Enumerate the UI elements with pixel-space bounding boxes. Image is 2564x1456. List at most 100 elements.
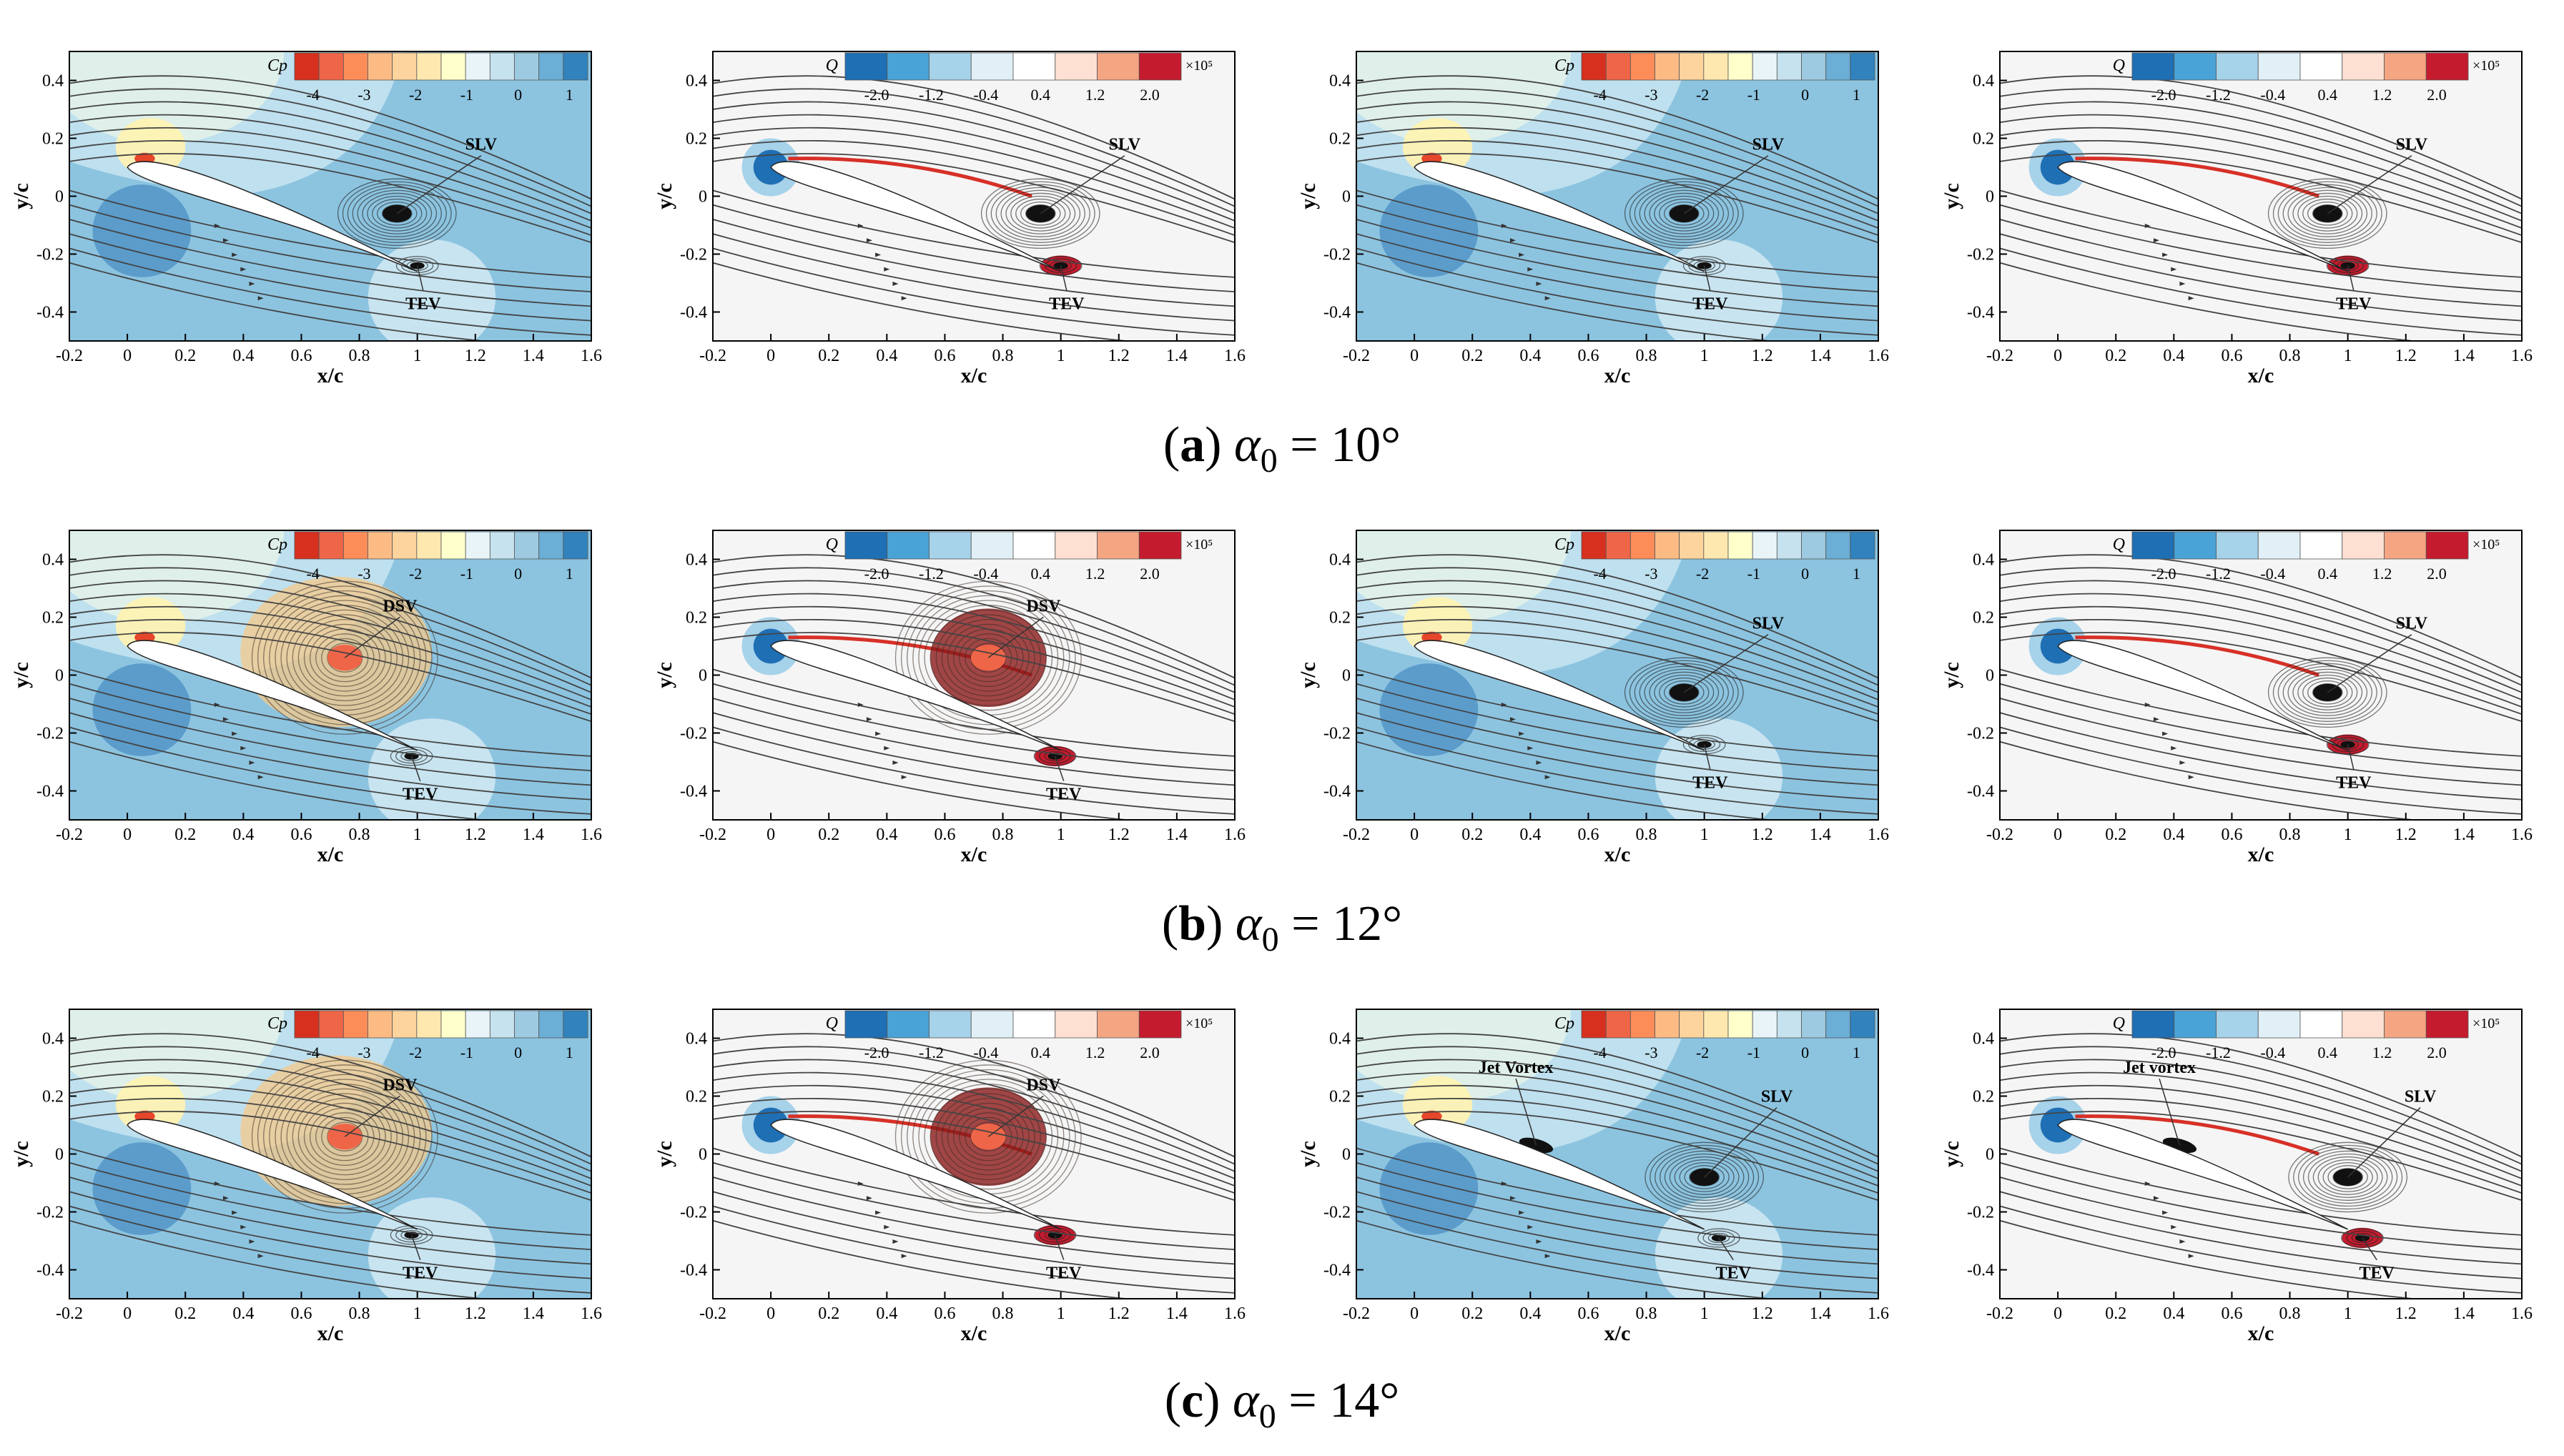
- y-tick-label: -0.4: [1967, 1262, 1994, 1280]
- colorbar-level: [2300, 532, 2342, 559]
- chart-panel-2-2: -0.2 0 0.2 0.4 0.6 0.8 1 1.2 1.4 1.6-0.4-0.200.20…: [1296, 916, 1889, 1345]
- x-tick-label: 1: [1057, 826, 1065, 844]
- colorbar-tick: -3: [1645, 1044, 1657, 1061]
- x-tick-label: 0: [1410, 1304, 1419, 1323]
- caption-subscript: 0: [1261, 442, 1278, 480]
- colorbar-level: [971, 532, 1013, 559]
- colorbar-level: [2385, 1011, 2427, 1038]
- y-tick-label: -0.4: [36, 783, 64, 801]
- colorbar-tick: 1.2: [1085, 1044, 1105, 1061]
- x-axis-label: x/c: [2248, 1322, 2274, 1345]
- colorbar-level: [343, 1011, 368, 1038]
- colorbar-level: [393, 53, 417, 80]
- x-tick-label: 0.6: [934, 347, 955, 365]
- colorbar-level: [1728, 1011, 1752, 1038]
- y-tick-label: 0: [699, 1146, 707, 1164]
- vortex-label: SLV: [1109, 136, 1141, 154]
- colorbar-tick: 0.4: [2317, 1044, 2337, 1061]
- colorbar-level: [1802, 53, 1826, 80]
- x-tick-label: -0.2: [1986, 826, 2013, 844]
- vortex-label: Jet Vortex: [1479, 1059, 1554, 1077]
- y-tick-label: -0.4: [680, 304, 707, 322]
- colorbar-level: [1630, 532, 1655, 559]
- chart-panel-0-2: -0.2 0 0.2 0.4 0.6 0.8 1 1.2 1.4 1.6-0.4-0.200.20…: [1296, 0, 1889, 387]
- colorbar-level: [1752, 53, 1777, 80]
- x-tick-label: 0.6: [934, 1304, 955, 1323]
- x-tick-label: 1.6: [2511, 1304, 2533, 1323]
- x-tick-label: -0.2: [1343, 347, 1370, 365]
- y-tick-label: 0.4: [1329, 72, 1351, 91]
- colorbar-label: Q: [2113, 1014, 2125, 1033]
- colorbar-level: [1139, 1011, 1181, 1038]
- vortex-label: SLV: [1752, 615, 1785, 633]
- vortex-label: SLV: [2396, 136, 2428, 154]
- caption-angle: = 12°: [1279, 896, 1402, 951]
- colorbar-level: [2217, 1011, 2259, 1038]
- plot-area: [1327, 437, 1878, 834]
- y-tick-label: 0.2: [686, 130, 707, 149]
- x-tick-label: 0: [1410, 347, 1419, 365]
- colorbar-level: [417, 53, 441, 80]
- x-tick-label: 1: [1057, 347, 1065, 365]
- x-tick-label: 1: [413, 826, 422, 844]
- colorbar-label: Cp: [267, 535, 287, 554]
- colorbar-level: [2132, 53, 2174, 80]
- colorbar-level: [2217, 53, 2259, 80]
- colorbar-tick: 0: [514, 1044, 522, 1061]
- colorbar-label: Cp: [1554, 535, 1574, 554]
- x-tick-label: -0.2: [1986, 1304, 2013, 1323]
- caption-alpha: α: [1236, 896, 1262, 951]
- colorbar-level: [2342, 53, 2385, 80]
- colorbar-tick: -3: [1645, 86, 1657, 104]
- colorbar-level: [295, 53, 319, 80]
- colorbar-tick: 0.4: [1030, 565, 1050, 583]
- x-tick-label: 1.2: [465, 1304, 486, 1323]
- x-tick-label: 1.6: [581, 1304, 602, 1323]
- figure-canvas: -0.2 0 0.2 0.4 0.6 0.8 1 1.2 1.4 1.6 -0.4 -0.2 0 0.2 0…: [0, 0, 2564, 1456]
- colorbar-tick: 1.2: [2372, 1044, 2392, 1061]
- colorbar-level: [1013, 1011, 1055, 1038]
- colorbar-tick: -3: [358, 565, 370, 583]
- y-tick-label: 0: [55, 1146, 64, 1164]
- x-tick-label: 1.6: [581, 347, 602, 365]
- x-tick-label: 1.6: [1224, 826, 1246, 844]
- colorbar-label: Q: [2113, 56, 2125, 75]
- x-tick-label: 0.6: [1577, 1304, 1599, 1323]
- x-tick-label: 1.2: [1752, 826, 1773, 844]
- y-tick-label: 0.2: [1973, 609, 1994, 628]
- x-tick-label: -0.2: [1343, 826, 1370, 844]
- colorbar-level: [1826, 532, 1850, 559]
- colorbar-level: [1055, 532, 1098, 559]
- colorbar-tick: 2.0: [2427, 1044, 2447, 1061]
- vortex-label: TEV: [403, 1264, 438, 1283]
- x-tick-label: 0.8: [1636, 347, 1657, 365]
- y-tick-label: -0.2: [36, 246, 64, 264]
- colorbar-level: [1098, 532, 1140, 559]
- x-axis-label: x/c: [2248, 364, 2274, 387]
- colorbar-tick: 1: [566, 86, 573, 104]
- x-tick-label: 1.2: [2395, 347, 2417, 365]
- colorbar-level: [368, 532, 393, 559]
- colorbar-level: [2132, 1011, 2174, 1038]
- colorbar-tick: -2.0: [864, 1044, 889, 1061]
- colorbar-level: [1606, 1011, 1630, 1038]
- vortex-label: TEV: [2336, 294, 2372, 313]
- caption-alpha: α: [1234, 417, 1261, 472]
- x-tick-label: 1.4: [523, 826, 544, 844]
- y-tick-label: 0.4: [1973, 72, 1994, 91]
- colorbar-tick: -1: [1747, 1044, 1760, 1061]
- colorbar-level: [343, 53, 368, 80]
- chart-panel-1-3: -0.2 0 0.2 0.4 0.6 0.8 1 1.2 1.4 1.6-0.4-0.200.20…: [1940, 530, 2533, 866]
- chart-panel-1-2: -0.2 0 0.2 0.4 0.6 0.8 1 1.2 1.4 1.6-0.4-0.200.20…: [1296, 437, 1889, 866]
- colorbar-level: [295, 1011, 319, 1038]
- colorbar-level: [490, 532, 514, 559]
- colorbar-tick: 1.2: [1085, 86, 1105, 104]
- y-tick-label: 0: [699, 188, 707, 207]
- x-tick-label: 1.4: [1166, 826, 1188, 844]
- colorbar-level: [2258, 53, 2300, 80]
- x-axis-label: x/c: [1604, 1322, 1631, 1345]
- colorbar-level: [2426, 1011, 2468, 1038]
- y-tick-label: -0.2: [1323, 246, 1351, 264]
- x-tick-label: 1.4: [2453, 826, 2475, 844]
- x-tick-label: 0.4: [232, 347, 254, 365]
